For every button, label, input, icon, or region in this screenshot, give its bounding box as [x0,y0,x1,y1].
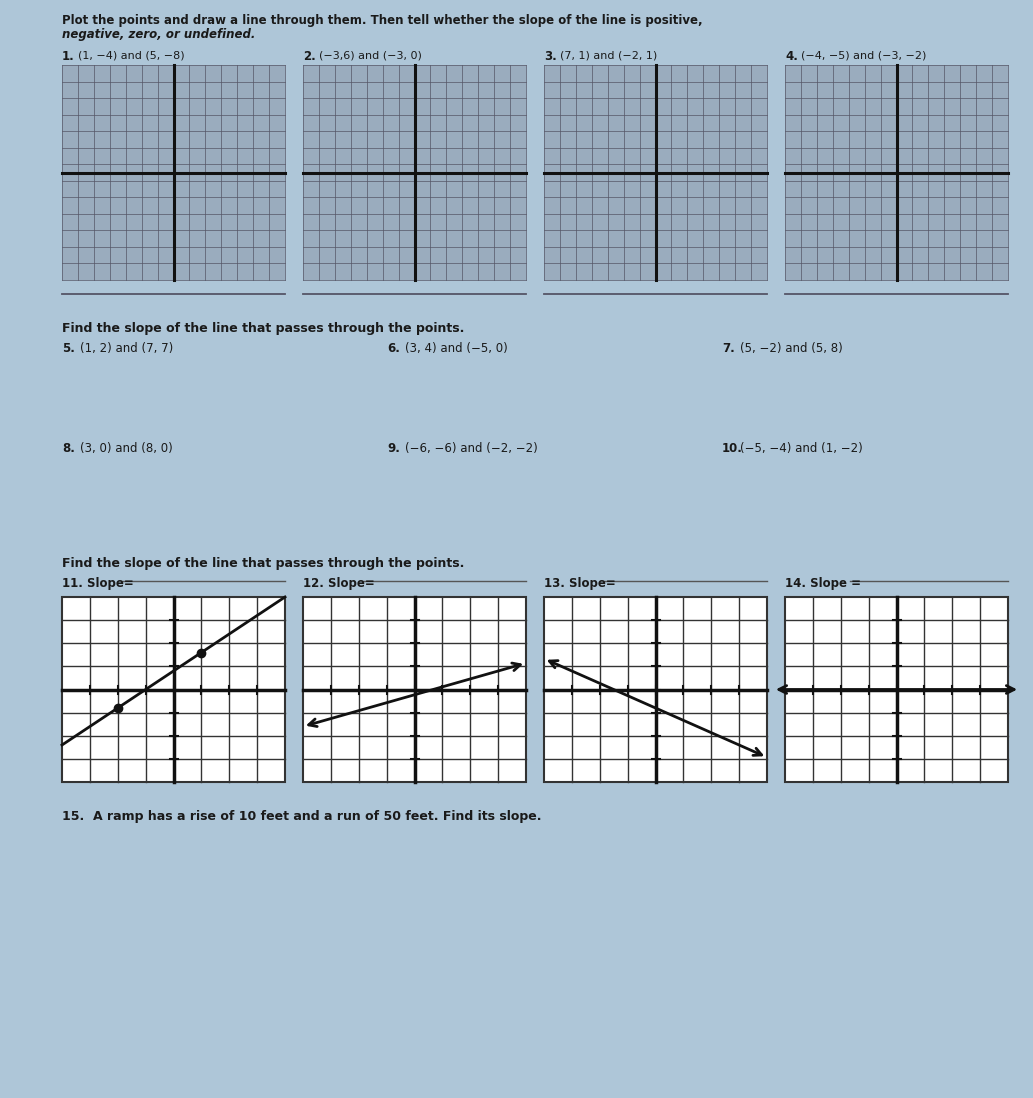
Text: 7.: 7. [722,341,734,355]
Bar [303,65,526,280]
Text: (3, 4) and (−5, 0): (3, 4) and (−5, 0) [405,341,508,355]
Bar [544,65,766,280]
Text: 9.: 9. [387,442,400,455]
Text: 5.: 5. [62,341,74,355]
Text: 3.: 3. [544,51,557,63]
Bar [62,65,285,280]
Text: 2.: 2. [303,51,316,63]
Text: (1, 2) and (7, 7): (1, 2) and (7, 7) [80,341,174,355]
Text: 15.  A ramp has a rise of 10 feet and a run of 50 feet. Find its slope.: 15. A ramp has a rise of 10 feet and a r… [62,810,541,824]
Text: 6.: 6. [387,341,400,355]
Text: Plot the points and draw a line through them. Then tell whether the slope of the: Plot the points and draw a line through … [62,14,702,27]
Text: 8.: 8. [62,442,74,455]
Text: (1, −4) and (5, −8): (1, −4) and (5, −8) [79,51,185,60]
Text: (3, 0) and (8, 0): (3, 0) and (8, 0) [80,442,173,455]
Text: 13. Slope=: 13. Slope= [544,578,616,590]
Bar [544,597,766,782]
Text: Find the slope of the line that passes through the points.: Find the slope of the line that passes t… [62,557,465,570]
Bar [303,597,526,782]
Text: 14. Slope =: 14. Slope = [785,578,860,590]
Bar [62,597,285,782]
Bar [785,65,1008,280]
Text: 10.: 10. [722,442,743,455]
Text: 11. Slope=: 11. Slope= [62,578,133,590]
Text: (7, 1) and (−2, 1): (7, 1) and (−2, 1) [560,51,657,60]
Text: 1.: 1. [62,51,74,63]
Text: 4.: 4. [785,51,797,63]
Text: (−6, −6) and (−2, −2): (−6, −6) and (−2, −2) [405,442,538,455]
Text: Find the slope of the line that passes through the points.: Find the slope of the line that passes t… [62,322,465,335]
Text: (5, −2) and (5, 8): (5, −2) and (5, 8) [740,341,843,355]
Text: (−5, −4) and (1, −2): (−5, −4) and (1, −2) [740,442,863,455]
Bar [785,597,1008,782]
Text: 12. Slope=: 12. Slope= [303,578,375,590]
Text: negative, zero, or undefined.: negative, zero, or undefined. [62,29,255,41]
Text: (−4, −5) and (−3, −2): (−4, −5) and (−3, −2) [801,51,927,60]
Text: (−3,6) and (−3, 0): (−3,6) and (−3, 0) [319,51,421,60]
